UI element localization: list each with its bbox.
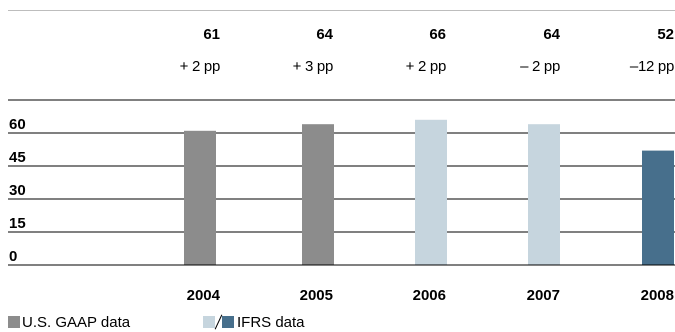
y-tick-label-60: 60 xyxy=(9,116,26,133)
y-tick-label-0: 0 xyxy=(9,248,17,265)
legend-gaap-swatch xyxy=(8,316,20,328)
value-label-2007: 64 xyxy=(543,26,560,43)
value-label-row: 61 64 66 64 52 xyxy=(0,26,675,46)
value-label-2008: 52 xyxy=(657,26,674,43)
value-label-2005: 64 xyxy=(316,26,333,43)
legend-gaap: U.S. GAAP data xyxy=(8,313,130,331)
change-label-2004: + 2 pp xyxy=(179,58,221,75)
legend-ifrs: IFRS data xyxy=(203,313,305,331)
x-tick-label-2004: 2004 xyxy=(187,287,221,304)
bar-2008 xyxy=(642,150,674,265)
legend-gaap-label: U.S. GAAP data xyxy=(22,313,131,331)
x-tick-label-2008: 2008 xyxy=(641,287,674,304)
legend-ifrs-dark-swatch xyxy=(222,316,234,328)
bar-2004 xyxy=(184,130,216,265)
legend-slash xyxy=(215,315,222,329)
legend-ifrs-label: IFRS data xyxy=(237,313,305,331)
y-tick-label-45: 45 xyxy=(9,149,26,166)
value-label-2004: 61 xyxy=(203,26,220,43)
y-tick-label-15: 15 xyxy=(9,215,26,232)
y-tick-label-30: 30 xyxy=(9,182,26,199)
legend-ifrs-light-swatch xyxy=(203,316,215,328)
change-label-2006: + 2 pp xyxy=(405,58,447,75)
x-tick-label-2005: 2005 xyxy=(300,287,333,304)
bar-2007 xyxy=(528,124,560,265)
change-label-row: + 2 pp + 3 pp + 2 pp – 2 pp –12 pp xyxy=(0,58,675,78)
x-tick-label-2007: 2007 xyxy=(527,287,560,304)
bar-2005 xyxy=(302,124,334,265)
value-label-2006: 66 xyxy=(429,26,446,43)
change-label-2007: – 2 pp xyxy=(520,58,560,75)
top-rule xyxy=(8,10,675,11)
x-tick-label-2006: 2006 xyxy=(413,287,446,304)
change-label-2005: + 3 pp xyxy=(292,58,334,75)
change-label-2008: –12 pp xyxy=(629,58,674,75)
bar-2006 xyxy=(415,119,447,265)
